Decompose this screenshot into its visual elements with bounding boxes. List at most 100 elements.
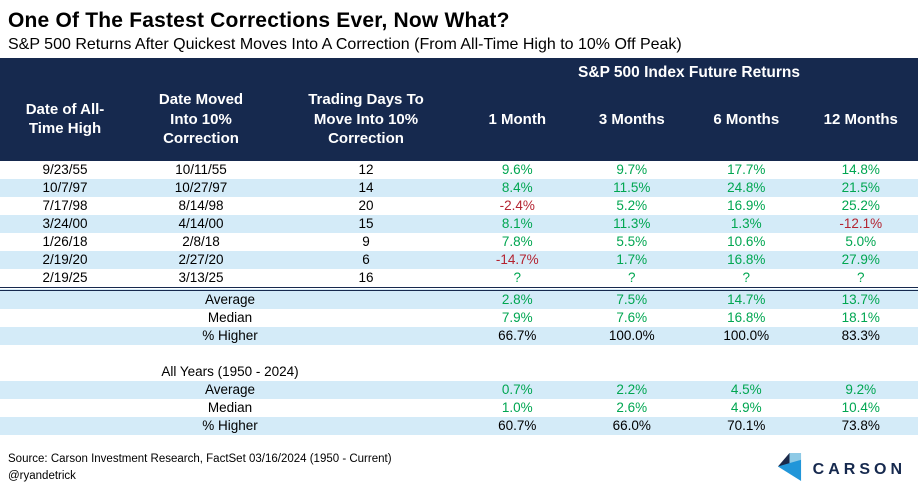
return-cell: 5.2%: [575, 197, 690, 215]
return-cell: 21.5%: [804, 179, 918, 197]
carson-logo-icon: [776, 453, 803, 487]
source-block: Source: Carson Investment Research, Fact…: [8, 451, 392, 486]
date-days-cell: 6: [272, 251, 460, 269]
return-cell: ?: [460, 269, 575, 289]
return-cell: 1.7%: [575, 251, 690, 269]
column-header-6-months: 6 Months: [689, 88, 804, 161]
summary-value: 73.8%: [804, 417, 918, 435]
table-header: S&P 500 Index Future Returns Date of All…: [0, 58, 918, 161]
empty-cell: [575, 363, 690, 381]
summary-value: 60.7%: [460, 417, 575, 435]
all-years-label-row: All Years (1950 - 2024): [0, 363, 918, 381]
column-header-trading-days: Trading Days To Move Into 10% Correction: [272, 88, 460, 161]
twitter-handle: @ryandetrick: [8, 468, 392, 485]
return-cell: 14.8%: [804, 161, 918, 179]
summary-value: 16.8%: [689, 309, 804, 327]
column-header-ath-date: Date of All- Time High: [0, 88, 130, 161]
page-subtitle: S&P 500 Returns After Quickest Moves Int…: [8, 36, 918, 54]
group-header-spacer: [0, 58, 460, 88]
summary-value: 1.0%: [460, 399, 575, 417]
date-days-cell: 3/24/00: [0, 215, 130, 233]
summary-value: 10.4%: [804, 399, 918, 417]
spacer-row: [0, 345, 918, 363]
summary-value: 4.9%: [689, 399, 804, 417]
return-cell: -2.4%: [460, 197, 575, 215]
date-days-cell: 2/27/20: [130, 251, 272, 269]
date-days-cell: 2/19/25: [0, 269, 130, 289]
page-title: One Of The Fastest Corrections Ever, Now…: [8, 9, 918, 33]
date-days-cell: 9: [272, 233, 460, 251]
date-days-cell: 15: [272, 215, 460, 233]
return-cell: 11.5%: [575, 179, 690, 197]
date-days-cell: 16: [272, 269, 460, 289]
date-days-cell: 4/14/00: [130, 215, 272, 233]
summary-label: % Higher: [0, 417, 460, 435]
return-cell: 16.8%: [689, 251, 804, 269]
empty-cell: [689, 363, 804, 381]
summary-value: 2.2%: [575, 381, 690, 399]
summary-value: 66.0%: [575, 417, 690, 435]
return-cell: 16.9%: [689, 197, 804, 215]
column-header-row: Date of All- Time High Date Moved Into 1…: [0, 88, 918, 161]
return-cell: 9.6%: [460, 161, 575, 179]
date-days-cell: 2/19/20: [0, 251, 130, 269]
summary-value: 66.7%: [460, 327, 575, 345]
return-cell: 27.9%: [804, 251, 918, 269]
return-cell: 1.3%: [689, 215, 804, 233]
return-cell: 11.3%: [575, 215, 690, 233]
summary-value: 9.2%: [804, 381, 918, 399]
return-cell: 24.8%: [689, 179, 804, 197]
date-days-cell: 1/26/18: [0, 233, 130, 251]
summary-value: 100.0%: [689, 327, 804, 345]
return-cell: 25.2%: [804, 197, 918, 215]
date-days-cell: 7/17/98: [0, 197, 130, 215]
summary-value: 70.1%: [689, 417, 804, 435]
return-cell: 8.4%: [460, 179, 575, 197]
summary-value: 2.8%: [460, 289, 575, 309]
summary-value: 100.0%: [575, 327, 690, 345]
summary-label: Median: [0, 309, 460, 327]
summary-value: 2.6%: [575, 399, 690, 417]
all-years-label: All Years (1950 - 2024): [0, 363, 460, 381]
return-cell: 10.6%: [689, 233, 804, 251]
column-header-3-months: 3 Months: [575, 88, 690, 161]
summary-label: % Higher: [0, 327, 460, 345]
return-cell: 9.7%: [575, 161, 690, 179]
column-header-1-month: 1 Month: [460, 88, 575, 161]
return-cell: 8.1%: [460, 215, 575, 233]
date-days-cell: 10/27/97: [130, 179, 272, 197]
date-days-cell: 3/13/25: [130, 269, 272, 289]
summary-value: 4.5%: [689, 381, 804, 399]
summary-value: 7.6%: [575, 309, 690, 327]
return-cell: ?: [804, 269, 918, 289]
date-days-cell: 20: [272, 197, 460, 215]
return-cell: 7.8%: [460, 233, 575, 251]
group-header-row: S&P 500 Index Future Returns: [0, 58, 918, 88]
source-text: Source: Carson Investment Research, Fact…: [8, 451, 392, 468]
carson-wordmark: CARSON: [813, 461, 906, 479]
return-cell: 5.5%: [575, 233, 690, 251]
footer: Source: Carson Investment Research, Fact…: [0, 435, 918, 487]
date-days-cell: 12: [272, 161, 460, 179]
returns-table: S&P 500 Index Future Returns Date of All…: [0, 58, 918, 435]
summary-value: 14.7%: [689, 289, 804, 309]
return-cell: -14.7%: [460, 251, 575, 269]
date-days-cell: 10/11/55: [130, 161, 272, 179]
summary-label: Average: [0, 289, 460, 309]
return-cell: ?: [689, 269, 804, 289]
summary-label: Average: [0, 381, 460, 399]
